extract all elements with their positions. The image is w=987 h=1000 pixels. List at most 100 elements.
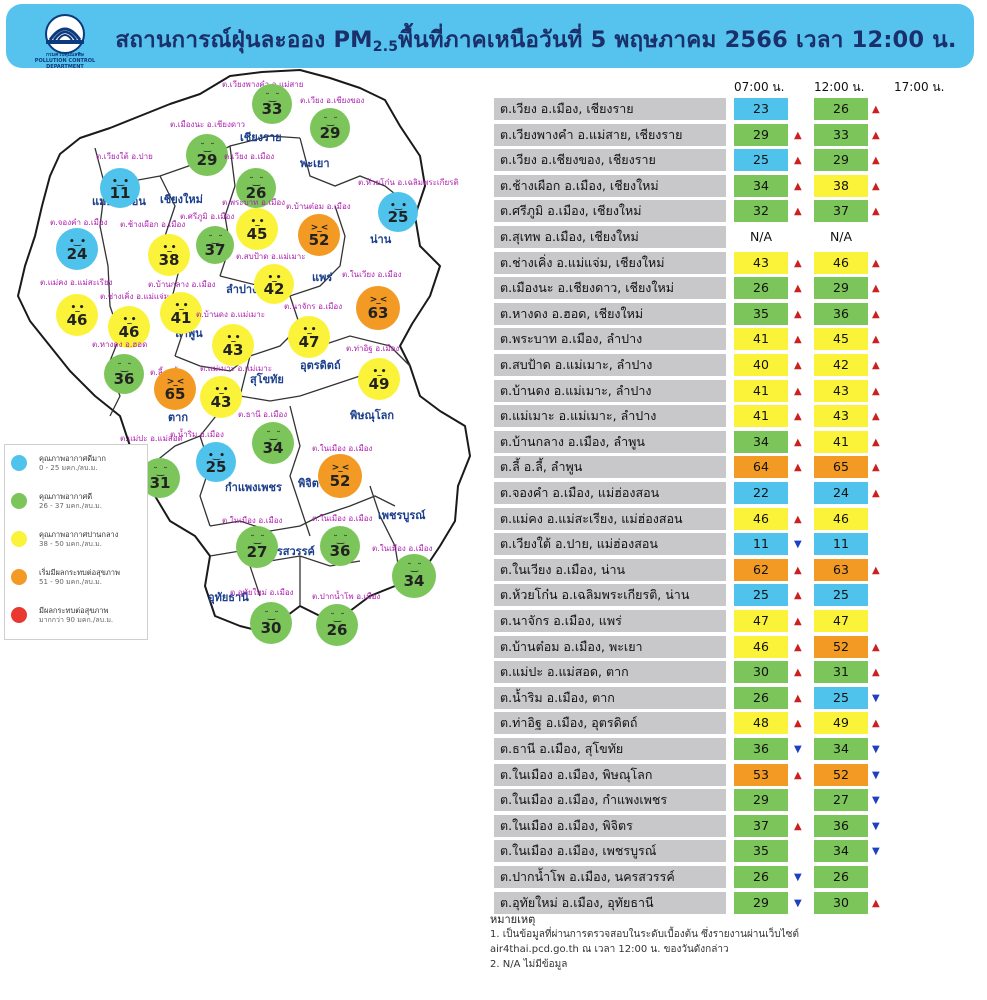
aqi-bubble: •_• 42 <box>254 264 294 304</box>
province-label: แพร่ <box>312 271 333 284</box>
face-icon: ˘‿˘ <box>208 235 222 245</box>
face-icon: •_• <box>70 303 84 313</box>
station-name: ต.เวียงพางคำ อ.แม่สาย, เชียงราย <box>494 123 726 146</box>
face-icon: >_< <box>369 295 388 305</box>
station-map-label: ต.ในเวียง อ.เมือง <box>342 270 402 279</box>
station-map-label: ต.ปากน้ำโพ อ.เมือง <box>312 592 381 601</box>
pm25-value: 45 <box>814 328 868 351</box>
pm25-value: 36 <box>814 302 868 325</box>
aqi-value: 26 <box>326 621 348 639</box>
table-row: ต.แม่ปะ อ.แม่สอด, ตาก 30 ▲ 31 ▲ <box>494 661 984 684</box>
station-name: ต.เมืองนะ อ.เชียงดาว, เชียงใหม่ <box>494 277 726 300</box>
trend-up-icon: ▲ <box>872 180 880 192</box>
trend-up-icon: ▲ <box>872 360 880 371</box>
pm25-value: 43 <box>734 251 788 274</box>
legend-swatch <box>11 493 27 509</box>
trend-down-icon: ▼ <box>872 744 880 755</box>
table-row: ต.บ้านกลาง อ.เมือง, ลำพูน 34 ▲ 41 ▲ <box>494 430 984 453</box>
station-name: ต.แม่ปะ อ.แม่สอด, ตาก <box>494 661 726 684</box>
table-row: ต.สบป้าด อ.แม่เมาะ, ลำปาง 40 ▲ 42 ▲ <box>494 354 984 376</box>
station-map-label: ต.จองคำ อ.เมือง <box>50 218 108 227</box>
table-row: ต.แม่เมาะ อ.แม่เมาะ, ลำปาง 41 ▲ 43 ▲ <box>494 405 984 428</box>
trend-up-icon: ▲ <box>872 436 880 448</box>
station-map-label: ต.เวียงพางคำ อ.แม่สาย <box>222 80 304 89</box>
pm25-value: 32 <box>734 200 788 223</box>
station-map-label: ต.หางดง อ.ฮอด <box>92 340 148 349</box>
trend-up-icon: ▲ <box>794 155 802 167</box>
aqi-value: 46 <box>118 323 140 341</box>
legend-range: 0 - 25 มคก./ลบ.ม. <box>39 464 98 472</box>
face-icon: ˘‿˘ <box>265 93 279 103</box>
face-icon: •_• <box>162 243 176 253</box>
trend-up-icon: ▲ <box>794 820 802 832</box>
trend-up-icon: ▲ <box>794 436 802 448</box>
aqi-bubble: •_• 46 <box>108 306 150 348</box>
province-label: เชียงราย <box>240 131 282 144</box>
pm25-value: 25 <box>734 584 788 607</box>
table-row: ต.ในเมือง อ.เมือง, พิจิตร 37 ▲ 36 ▼ <box>494 814 984 837</box>
pm25-value: 35 <box>734 302 788 325</box>
province-label: น่าน <box>370 233 392 246</box>
trend-up-icon: ▲ <box>794 718 802 730</box>
title-subscript: 2.5 <box>372 39 399 55</box>
aqi-value: 65 <box>164 385 186 403</box>
face-icon: •‿• <box>112 177 129 187</box>
trend-up-icon: ▲ <box>872 334 880 346</box>
station-map-label: ต.ในเมือง อ.เมือง <box>372 544 433 553</box>
aqi-bubble: ˘‿˘ 26 <box>316 604 358 646</box>
trend-up-icon: ▲ <box>794 692 802 704</box>
station-name: ต.ปากน้ำโพ อ.เมือง, นครสวรรค์ <box>494 866 726 888</box>
face-icon: •‿• <box>69 237 86 247</box>
aqi-value: 34 <box>262 439 284 457</box>
face-icon: •_• <box>122 315 136 325</box>
header-0700: 07:00 น. <box>734 80 785 94</box>
station-map-label: ต.เวียงใต้ อ.ปาย <box>96 152 153 161</box>
pm25-value: 29 <box>734 891 788 914</box>
station-name: ต.หางดง อ.ฮอด, เชียงใหม่ <box>494 302 726 325</box>
legend-label: มีผลกระทบต่อสุขภาพ <box>39 606 109 615</box>
aqi-bubble: ˘‿˘ 26 <box>236 168 276 208</box>
pm25-value: 41 <box>734 328 788 351</box>
pm25-value: 43 <box>814 379 868 402</box>
trend-up-icon: ▲ <box>794 360 802 371</box>
trend-up-icon: ▲ <box>794 513 802 525</box>
trend-up-icon: ▲ <box>794 462 802 474</box>
trend-up-icon: ▲ <box>794 180 802 192</box>
station-map-label: ต.ธานี อ.เมือง <box>238 410 288 419</box>
pm25-value: 42 <box>814 354 868 376</box>
trend-up-icon: ▲ <box>794 385 802 397</box>
aqi-bubble: •_• 45 <box>236 208 278 250</box>
table-row: ต.หางดง อ.ฮอด, เชียงใหม่ 35 ▲ 36 ▲ <box>494 302 984 325</box>
pm25-value: 40 <box>734 354 788 376</box>
face-icon: •_• <box>267 273 281 283</box>
trend-down-icon: ▼ <box>794 897 802 909</box>
station-name: ต.บ้านดง อ.แม่เมาะ, ลำปาง <box>494 379 726 402</box>
face-icon: •_• <box>214 385 228 395</box>
trend-up-icon: ▲ <box>872 641 880 653</box>
aqi-value: 36 <box>329 542 351 560</box>
face-icon: >_< <box>310 223 329 233</box>
note-line-1: 1. เป็นข้อมูลที่ผ่านการตรวจสอบในระดับเบื… <box>490 929 799 940</box>
table-row: ต.ปากน้ำโพ อ.เมือง, นครสวรรค์ 26 ▼ 26 <box>494 866 984 888</box>
pm25-value: 43 <box>814 405 868 428</box>
station-map-label: ต.บ้านดง อ.แม่เมาะ <box>196 310 265 319</box>
legend-label: คุณภาพอากาศปานกลาง <box>39 530 119 539</box>
pm25-value: 63 <box>814 558 868 581</box>
title-rest: พื้นที่ภาคเหนือวันที่ 5 พฤษภาคม 2566 เวล… <box>398 27 957 53</box>
station-name: ต.ช่างเคิ่ง อ.แม่แจ่ม, เชียงใหม่ <box>494 251 726 274</box>
pm25-value: 37 <box>814 200 868 223</box>
pm25-value: 41 <box>734 405 788 428</box>
pm25-value: 35 <box>734 840 788 863</box>
table-row: ต.ช่างเคิ่ง อ.แม่แจ่ม, เชียงใหม่ 43 ▲ 46 ▲ <box>494 251 984 274</box>
aqi-bubble: ˘‿˘ 36 <box>104 354 144 394</box>
station-map-label: ต.ในเมือง อ.เมือง <box>312 514 373 523</box>
aqi-bubble: >_< 52 <box>298 214 340 256</box>
legend-range: 38 - 50 มคก./ลบ.ม. <box>39 540 102 548</box>
table-row: ต.ในเวียง อ.เมือง, น่าน 62 ▲ 63 ▲ <box>494 558 984 581</box>
pm25-value: 34 <box>814 840 868 863</box>
aqi-bubble: •_• 47 <box>288 316 330 358</box>
station-name: ต.เวียง อ.เมือง, เชียงราย <box>494 98 726 120</box>
province-label: กำแพงเพชร <box>225 481 282 494</box>
trend-up-icon: ▲ <box>794 590 802 602</box>
